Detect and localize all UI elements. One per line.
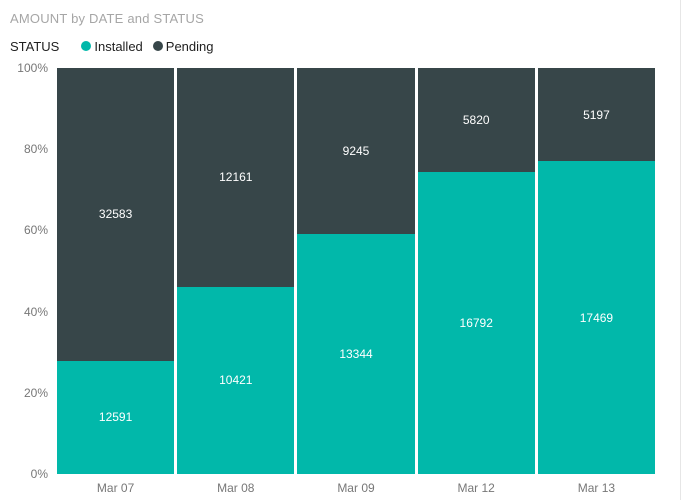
bar-segment-pending[interactable]: 32583 — [57, 68, 175, 361]
bar-segment-installed[interactable]: 13344 — [297, 234, 415, 474]
bar-segment-pending[interactable]: 12161 — [177, 68, 295, 287]
x-axis-label: Mar 07 — [96, 481, 135, 495]
bar-segment-installed[interactable]: 12591 — [57, 360, 175, 474]
data-label: 10421 — [219, 373, 253, 388]
data-label: 9245 — [342, 144, 370, 159]
y-axis-label: 100% — [17, 61, 48, 75]
bar-column: 32583 12591 — [57, 68, 175, 474]
legend-item-label: Pending — [165, 38, 214, 54]
data-label: 17469 — [579, 310, 614, 325]
bar-column: 12161 10421 — [177, 68, 295, 474]
y-axis-label: 40% — [23, 304, 48, 319]
legend-item-installed[interactable]: Installed — [81, 38, 143, 54]
legend-items: Installed Pending — [81, 39, 223, 54]
legend-title: STATUS — [10, 38, 60, 54]
x-axis-label: Mar 13 — [577, 481, 616, 495]
bar-segment-installed[interactable]: 16792 — [417, 172, 535, 474]
data-label: 13344 — [339, 347, 373, 362]
bar-segment-installed[interactable]: 10421 — [177, 286, 295, 474]
bar-segment-pending[interactable]: 5820 — [417, 68, 535, 173]
x-axis-label: Mar 09 — [337, 481, 375, 495]
plot-area: 32583 12591 12161 10421 9245 13344 5820 16792 51… — [57, 68, 656, 474]
bar-segment-installed[interactable]: 17469 — [537, 161, 656, 474]
y-axis-label: 80% — [23, 142, 48, 157]
x-axis-label: Mar 12 — [457, 481, 495, 495]
y-axis-label: 0% — [30, 467, 48, 481]
data-label: 12591 — [98, 410, 133, 425]
data-label: 5197 — [583, 107, 610, 122]
chart-title: AMOUNT by DATE and STATUS — [10, 11, 205, 26]
bar-column: 5197 17469 — [537, 68, 656, 474]
legend-dot-icon — [81, 41, 92, 51]
legend: STATUS Installed Pending — [10, 38, 224, 54]
x-axis-label: Mar 08 — [217, 481, 255, 495]
bar-segment-pending[interactable]: 5197 — [537, 68, 656, 162]
bar-column: 5820 16792 — [417, 68, 535, 474]
y-axis-label: 20% — [23, 385, 48, 400]
data-label: 32583 — [98, 207, 133, 222]
legend-item-pending[interactable]: Pending — [152, 38, 214, 54]
bar-segment-pending[interactable]: 9245 — [297, 68, 415, 235]
data-label: 5820 — [462, 113, 490, 128]
y-axis-label: 60% — [23, 223, 48, 238]
legend-dot-icon — [152, 41, 163, 51]
data-label: 12161 — [219, 170, 253, 185]
bar-column: 9245 13344 — [297, 68, 415, 474]
legend-item-label: Installed — [94, 38, 143, 54]
data-label: 16792 — [459, 316, 493, 331]
